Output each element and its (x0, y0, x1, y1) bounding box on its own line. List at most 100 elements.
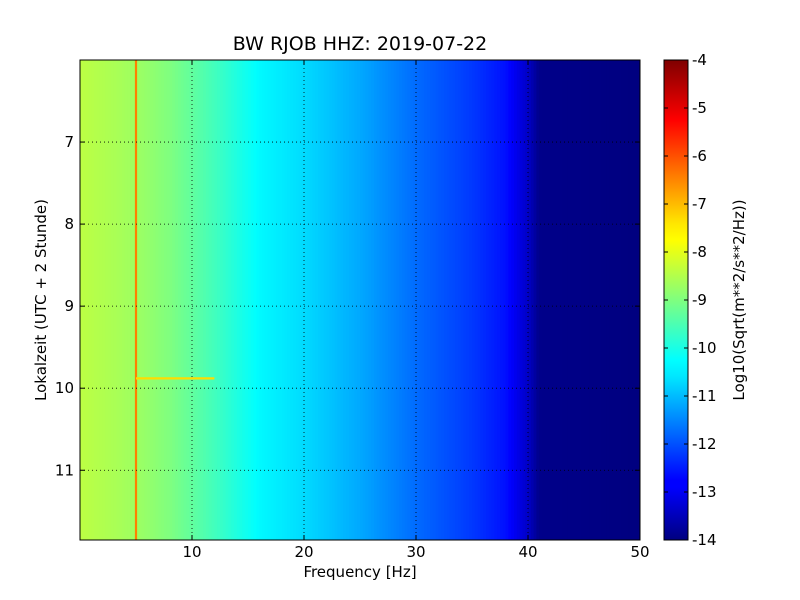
heatmap-column (626, 60, 630, 540)
heatmap-column (469, 60, 473, 540)
heatmap-column (309, 60, 313, 540)
heatmap-column (388, 60, 392, 540)
heatmap-column (410, 60, 414, 540)
heatmap-column (488, 60, 493, 540)
heatmap-column (519, 60, 523, 540)
heatmap-column (570, 60, 574, 540)
heatmap-column (553, 60, 557, 540)
heatmap-column (598, 60, 602, 540)
heatmap-column (522, 60, 526, 540)
heatmap-column (444, 60, 448, 540)
heatmap-column (564, 60, 568, 540)
heatmap-column (525, 60, 529, 540)
heatmap-column (550, 60, 554, 540)
heatmap-column (458, 60, 462, 540)
heatmap-column (480, 60, 484, 540)
heatmap-column (164, 60, 168, 540)
heatmap-column (491, 60, 495, 540)
heatmap-column (511, 60, 515, 540)
heatmap-column (452, 60, 456, 540)
heatmap-column (354, 60, 358, 540)
heatmap-column (225, 60, 229, 540)
colorbar-tick-label: -8 (692, 243, 707, 261)
heatmap-column (124, 60, 129, 540)
heatmap-column (494, 60, 498, 540)
heatmap-column (385, 60, 389, 540)
y-tick-label: 11 (55, 461, 74, 479)
chart-title: BW RJOB HHZ: 2019-07-22 (233, 33, 487, 55)
heatmap-column (561, 60, 565, 540)
heatmap-column (609, 60, 613, 540)
y-axis-label: Lokalzeit (UTC + 2 Stunde) (32, 199, 50, 401)
heatmap-column (399, 60, 403, 540)
heatmap-column (413, 60, 417, 540)
y-axis-ticks: 7 8 9 10 11 (55, 133, 640, 479)
heatmap-column (396, 60, 400, 540)
colorbar-tick-label: -6 (692, 147, 707, 165)
heatmap-column (158, 60, 162, 540)
heatmap-column (332, 60, 336, 540)
heatmap-column (432, 60, 437, 540)
heatmap-column (220, 60, 224, 540)
heatmap-column (455, 60, 459, 540)
heatmap-column (427, 60, 431, 540)
heatmap-column (264, 60, 269, 540)
heatmap-column (407, 60, 411, 540)
heatmap-column (438, 60, 442, 540)
heatmap-column (500, 60, 504, 540)
heatmap-column (306, 60, 311, 540)
heatmap-column (472, 60, 476, 540)
heatmap-column (122, 60, 126, 540)
heatmap-column (278, 60, 283, 540)
heatmap-column (612, 60, 616, 540)
heatmap-column (312, 60, 316, 540)
heatmap-column (404, 60, 409, 540)
heatmap-column (85, 60, 89, 540)
heatmap-column (542, 60, 546, 540)
heatmap-column (600, 60, 605, 540)
heatmap-column (337, 60, 341, 540)
heatmap-column (483, 60, 487, 540)
heatmap-column (186, 60, 190, 540)
spectral-features (134, 60, 215, 540)
heatmap-column (603, 60, 607, 540)
heatmap-column (374, 60, 378, 540)
heatmap-column (575, 60, 579, 540)
heatmap-column (166, 60, 171, 540)
heatmap-column (486, 60, 490, 540)
heatmap-column (477, 60, 481, 540)
heatmap-column (234, 60, 238, 540)
heatmap-column (617, 60, 621, 540)
heatmap-column (206, 60, 210, 540)
heatmap-column (460, 60, 465, 540)
heatmap-column (248, 60, 252, 540)
heatmap-column (620, 60, 624, 540)
colorbar-tick-label: -10 (692, 339, 717, 357)
heatmap-column (578, 60, 582, 540)
heatmap-column (189, 60, 193, 540)
heatmap-column (536, 60, 540, 540)
colorbar-tick-label: -14 (692, 531, 717, 549)
colorbar-tick-label: -12 (692, 435, 717, 453)
heatmap-column (318, 60, 322, 540)
heatmap-column (357, 60, 361, 540)
colorbar-tick-label: -9 (692, 291, 707, 309)
x-tick-label: 20 (294, 543, 313, 561)
heatmap-column (556, 60, 560, 540)
heatmap-column (544, 60, 549, 540)
heatmap-column (424, 60, 428, 540)
heatmap-column (430, 60, 434, 540)
heatmap-column (634, 60, 638, 540)
heatmap-column (99, 60, 103, 540)
heatmap-column (382, 60, 386, 540)
heatmap-column (287, 60, 291, 540)
heatmap-column (589, 60, 593, 540)
grid-lines (80, 60, 640, 540)
colorbar-tick-label: -4 (692, 51, 707, 69)
heatmap-column (136, 60, 140, 540)
heatmap-column (231, 60, 235, 540)
heatmap-column (326, 60, 330, 540)
heatmap-column (463, 60, 467, 540)
heatmap-column (175, 60, 179, 540)
